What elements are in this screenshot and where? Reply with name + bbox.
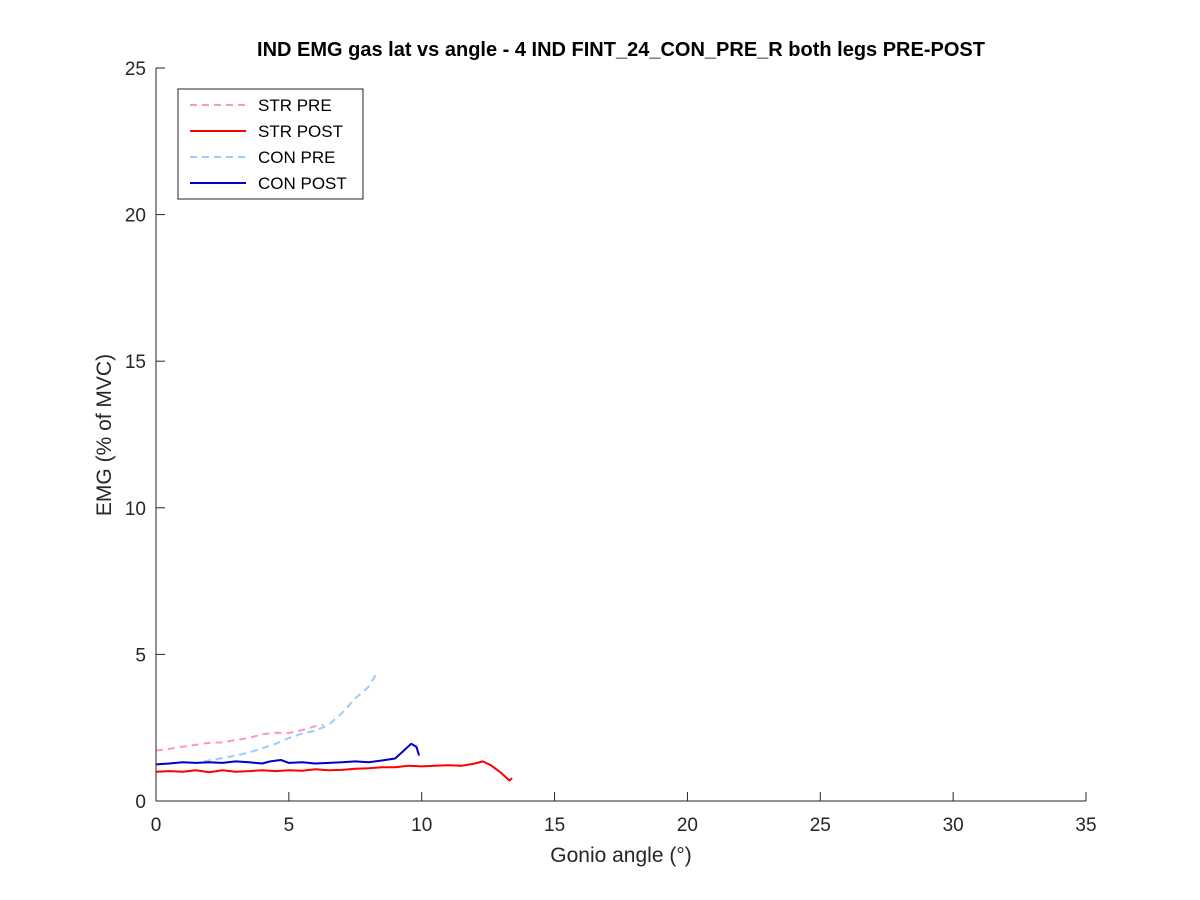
- x-tick-label: 5: [284, 815, 295, 836]
- series-line-con-post: [155, 742, 421, 766]
- x-tick-label: 30: [943, 815, 964, 836]
- series-line-str-pre: [155, 723, 324, 752]
- legend-box: [177, 88, 364, 200]
- y-tick-label: 0: [135, 792, 146, 813]
- y-tick-label: 20: [125, 206, 146, 227]
- x-tick-label: 25: [810, 815, 831, 836]
- legend-label: CON POST: [258, 174, 347, 193]
- y-tick-label: 25: [125, 59, 146, 80]
- x-axis-label: Gonio angle (°): [550, 844, 691, 867]
- y-axis-label: EMG (% of MVC): [93, 354, 116, 516]
- x-tick-label: 15: [544, 815, 565, 836]
- x-tick-label: 20: [677, 815, 698, 836]
- y-tick-label: 5: [135, 645, 146, 666]
- legend: STR PRE STR POST CON PRE CON POST: [177, 88, 364, 200]
- plot-area: [155, 672, 513, 782]
- y-tick-label: 15: [125, 352, 146, 373]
- legend-label: STR PRE: [258, 96, 332, 115]
- legend-label: STR POST: [258, 122, 343, 141]
- series-line-str-post: [155, 760, 513, 782]
- series-line-con-pre: [203, 672, 378, 763]
- chart-title: IND EMG gas lat vs angle - 4 IND FINT_24…: [257, 39, 985, 61]
- x-tick-label: 35: [1075, 815, 1096, 836]
- axes: 0 5 10 15 20 25 30 35 0 5 10 15 20 25: [125, 59, 1097, 836]
- x-tick-label: 10: [411, 815, 432, 836]
- legend-label: CON PRE: [258, 148, 335, 167]
- y-tick-label: 10: [125, 499, 146, 520]
- x-tick-label: 0: [151, 815, 162, 836]
